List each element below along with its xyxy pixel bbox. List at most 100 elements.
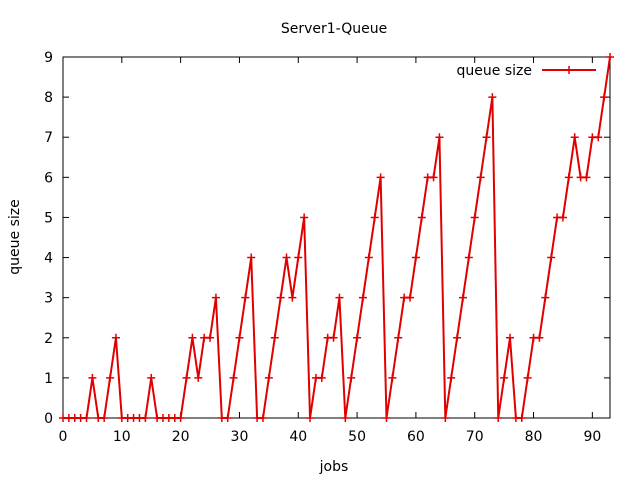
data-point [347, 373, 356, 382]
data-point [453, 333, 462, 342]
y-tick-label: 7 [44, 130, 53, 146]
data-point [206, 333, 215, 342]
data-point [276, 293, 285, 302]
data-point [388, 373, 397, 382]
data-point [411, 253, 420, 262]
data-point [353, 333, 362, 342]
data-point [100, 414, 109, 422]
data-point [523, 373, 532, 382]
data-point [370, 213, 379, 222]
data-point [335, 293, 344, 302]
data-point [106, 373, 115, 382]
data-point [382, 414, 391, 422]
x-tick-label: 0 [59, 429, 68, 445]
data-point [600, 93, 609, 102]
x-tick-label: 10 [113, 429, 131, 445]
legend-marker [565, 66, 573, 74]
x-tick-label: 50 [348, 429, 366, 445]
data-point [364, 253, 373, 262]
data-point [176, 414, 185, 422]
data-point [111, 333, 120, 342]
data-point [241, 293, 250, 302]
data-point [476, 173, 485, 182]
data-point [223, 414, 232, 422]
data-point [435, 133, 444, 142]
data-point [247, 253, 256, 262]
data-point [270, 333, 279, 342]
y-tick-label: 8 [44, 90, 53, 106]
data-point [500, 373, 509, 382]
data-point [194, 373, 203, 382]
y-tick-label: 6 [44, 170, 53, 186]
data-point [441, 414, 450, 422]
data-point [406, 293, 415, 302]
data-point [541, 293, 550, 302]
data-point [229, 373, 238, 382]
x-tick-label: 40 [289, 429, 307, 445]
data-point [494, 414, 503, 422]
data-point [147, 373, 156, 382]
data-point [417, 213, 426, 222]
y-axis-label: queue size [7, 199, 23, 274]
data-point [294, 253, 303, 262]
data-point [211, 293, 220, 302]
data-point [564, 173, 573, 182]
data-point [458, 293, 467, 302]
data-point [235, 333, 244, 342]
y-tick-label: 3 [44, 291, 53, 307]
y-tick-label: 1 [44, 371, 53, 387]
data-point [317, 373, 326, 382]
data-point [517, 414, 526, 422]
data-point [358, 293, 367, 302]
data-point [82, 414, 91, 422]
y-tick-label: 2 [44, 331, 53, 347]
y-tick-label: 5 [44, 210, 53, 226]
data-point [188, 333, 197, 342]
series-line-queue-size [63, 56, 611, 419]
data-point [341, 414, 350, 422]
x-tick-label: 80 [525, 429, 543, 445]
legend-label-queue-size: queue size [457, 63, 532, 79]
x-axis: 0 10 20 30 40 50 60 70 80 90 [59, 57, 601, 445]
data-point [570, 133, 579, 142]
data-point [182, 373, 191, 382]
data-point [594, 133, 603, 142]
data-point [488, 93, 497, 102]
data-point [258, 414, 267, 422]
data-point [506, 333, 515, 342]
data-point [547, 253, 556, 262]
data-point [306, 414, 315, 422]
x-tick-label: 90 [583, 429, 601, 445]
legend: queue size [457, 63, 596, 79]
data-point [300, 213, 309, 222]
data-point [606, 53, 614, 61]
y-tick-label: 0 [44, 411, 53, 427]
data-point [288, 293, 297, 302]
data-point [329, 333, 338, 342]
y-axis: 0 1 2 3 4 5 6 7 8 9 [44, 50, 610, 427]
data-point [558, 213, 567, 222]
y-tick-label: 9 [44, 50, 53, 66]
series-layer [59, 53, 614, 422]
x-axis-label: jobs [319, 459, 349, 475]
chart-title: Server1-Queue [281, 21, 387, 37]
data-point [282, 253, 291, 262]
data-point [447, 373, 456, 382]
x-tick-label: 70 [466, 429, 484, 445]
data-point [464, 253, 473, 262]
data-point [88, 373, 97, 382]
data-point [376, 173, 385, 182]
data-point [394, 333, 403, 342]
data-point [264, 373, 273, 382]
data-point [470, 213, 479, 222]
y-tick-label: 4 [44, 251, 53, 267]
x-tick-label: 60 [407, 429, 425, 445]
data-point [582, 173, 591, 182]
data-point [429, 173, 438, 182]
x-tick-label: 30 [231, 429, 249, 445]
data-point [535, 333, 544, 342]
plot-area-frame [62, 56, 611, 419]
data-point [482, 133, 491, 142]
data-point [141, 414, 150, 422]
